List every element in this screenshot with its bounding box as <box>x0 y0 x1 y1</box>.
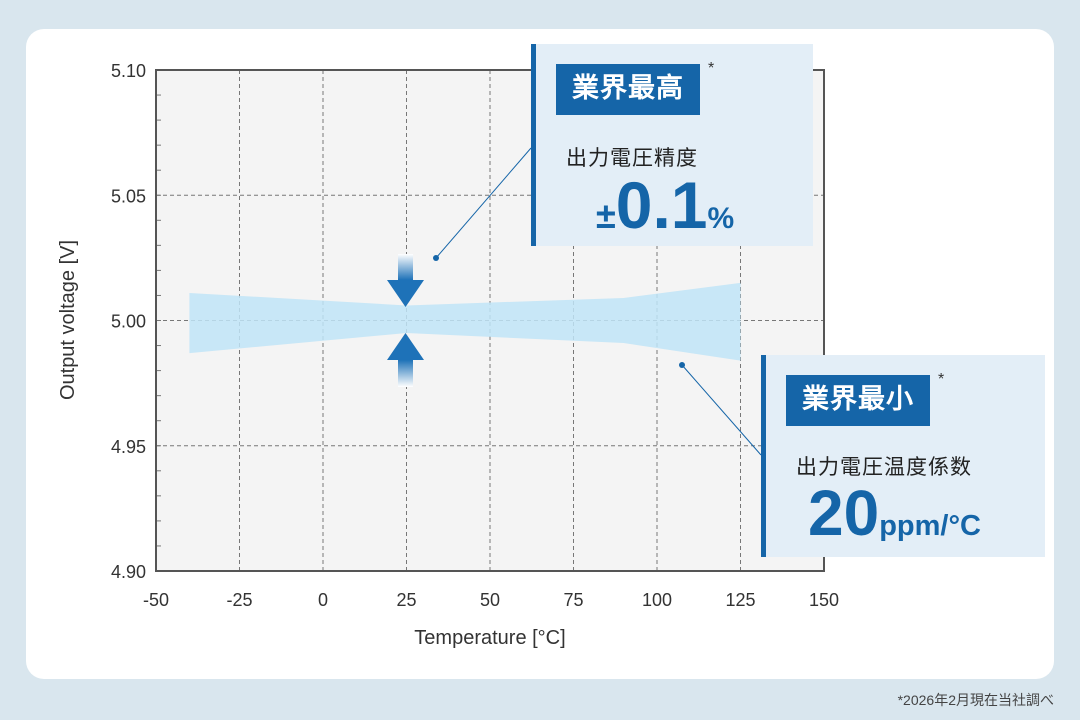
footnote: *2026年2月現在当社調べ <box>897 692 1054 708</box>
y-tick-label: 4.95 <box>111 437 146 457</box>
x-tick-label: 0 <box>318 590 328 610</box>
callout-accuracy: 業界最高 * 出力電圧精度 ±0.1% <box>531 44 813 246</box>
x-tick-labels: -50 -25 0 25 50 75 100 125 150 <box>143 590 839 610</box>
x-tick-label: -50 <box>143 590 169 610</box>
y-tick-label: 5.00 <box>111 312 146 332</box>
compress-arrow-up-icon <box>387 333 424 387</box>
value-unit: ppm/°C <box>879 510 981 542</box>
badge-industry-smallest: 業界最小 <box>786 375 930 426</box>
value-number: 20 <box>808 477 880 549</box>
x-axis-label: Temperature [°C] <box>414 627 565 649</box>
x-tick-label: 125 <box>725 590 755 610</box>
y-tick-labels: 5.10 5.05 5.00 4.95 4.90 <box>111 61 146 582</box>
x-tick-label: 50 <box>480 590 500 610</box>
callout-label: 出力電圧精度 <box>566 147 698 170</box>
y-tick-label: 5.05 <box>111 186 146 206</box>
y-tick-label: 4.90 <box>111 562 146 582</box>
callout-label: 出力電圧温度係数 <box>796 456 972 479</box>
plus-minus-sign: ± <box>596 195 616 236</box>
badge-industry-best: 業界最高 <box>556 64 700 115</box>
value-number: 0.1 <box>615 168 708 242</box>
x-tick-label: 75 <box>563 590 583 610</box>
leader-line-top <box>433 147 532 261</box>
x-tick-label: 150 <box>809 590 839 610</box>
x-tick-label: 100 <box>642 590 672 610</box>
value-unit: % <box>707 202 735 235</box>
callout-temp-coefficient: 業界最小 * 出力電圧温度係数 20ppm/°C <box>761 355 1045 557</box>
x-tick-label: 25 <box>396 590 416 610</box>
asterisk: * <box>938 371 945 388</box>
callout-value: ±0.1% <box>596 172 734 238</box>
compress-arrow-down-icon <box>387 254 424 307</box>
tolerance-band <box>189 282 741 361</box>
plot-frame <box>155 69 825 572</box>
x-tick-label: -25 <box>226 590 252 610</box>
leader-line-bottom <box>679 362 762 456</box>
callout-value: 20ppm/°C <box>808 481 981 545</box>
asterisk: * <box>708 60 715 77</box>
y-axis-label: Output voltage [V] <box>57 240 79 400</box>
y-tick-label: 5.10 <box>111 61 146 81</box>
